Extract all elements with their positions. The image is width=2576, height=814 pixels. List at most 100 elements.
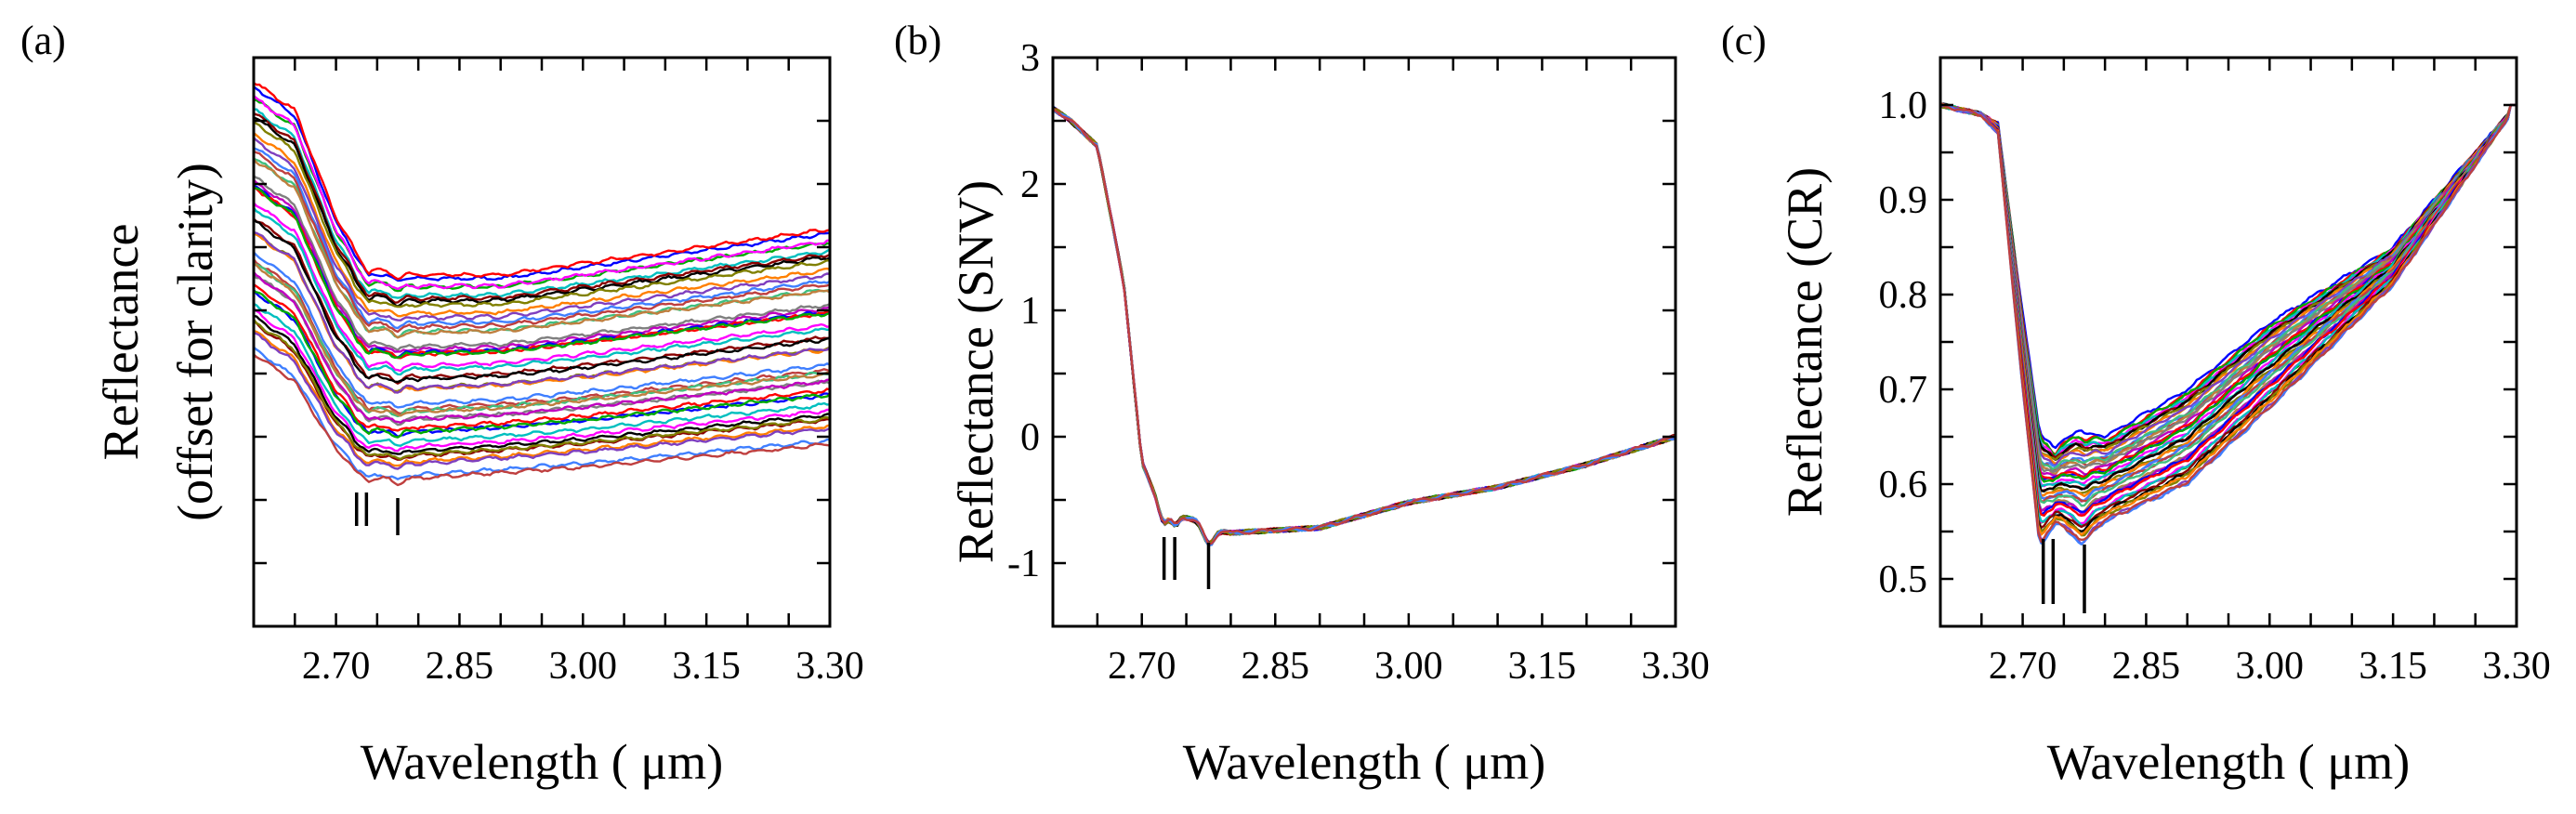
x-tick-label: 3.00 bbox=[2236, 645, 2305, 688]
spectrum-line bbox=[253, 283, 831, 432]
spectrum-line bbox=[1052, 108, 1676, 546]
ticks-c: 2.70 2.85 3.00 3.15 3.30 1.0 0.9 0.8 0.7 0.6 0.5 bbox=[1879, 56, 2551, 688]
panel-label-a: (a) bbox=[20, 18, 66, 63]
x-tick-label: 3.15 bbox=[1508, 645, 1577, 688]
x-tick-label: 2.85 bbox=[426, 645, 494, 688]
spectrum-line bbox=[253, 158, 831, 339]
spectrum-line bbox=[1052, 105, 1676, 545]
absorption-markers-b bbox=[1162, 537, 1211, 589]
spectrum-line bbox=[1939, 102, 2517, 530]
spectrum-line bbox=[1939, 102, 2517, 545]
spectrum-line bbox=[1939, 103, 2517, 516]
x-tick-label: 3.30 bbox=[2482, 645, 2551, 688]
plot-frame-b bbox=[1051, 56, 1677, 628]
spectrum-line bbox=[1052, 106, 1676, 545]
spectrum-line bbox=[1052, 108, 1676, 545]
spectrum-line bbox=[253, 308, 831, 453]
y-axis-title-a: Reflectance bbox=[93, 224, 149, 461]
spectrum-line bbox=[1052, 107, 1676, 545]
x-tick-label: 3.00 bbox=[1374, 645, 1443, 688]
spectrum-line bbox=[1052, 109, 1676, 545]
x-tick-label: 3.30 bbox=[795, 645, 864, 688]
spectra-group-a bbox=[253, 82, 831, 487]
spectrum-line bbox=[1939, 103, 2517, 525]
spectrum-line bbox=[1052, 108, 1676, 545]
spectrum-line bbox=[1052, 108, 1676, 546]
absorption-markers-a bbox=[354, 492, 400, 535]
spectrum-line bbox=[253, 331, 831, 470]
y-tick-label: 1 bbox=[1020, 290, 1040, 333]
spectrum-line bbox=[1939, 103, 2517, 528]
spectrum-line bbox=[1052, 108, 1676, 545]
spectrum-line bbox=[1939, 103, 2517, 537]
y-tick-label: 0.7 bbox=[1879, 369, 1928, 412]
spectrum-line bbox=[1939, 102, 2517, 518]
y-tick-label: 0 bbox=[1020, 416, 1040, 459]
spectrum-line bbox=[253, 187, 831, 360]
spectrum-line bbox=[253, 147, 831, 330]
y-tick-label: 2 bbox=[1020, 164, 1040, 206]
spectrum-line bbox=[253, 262, 831, 417]
spectrum-line bbox=[253, 231, 831, 394]
ticks-a: 2.70 2.85 3.00 3.15 3.30 bbox=[252, 58, 864, 688]
spectrum-line bbox=[253, 290, 831, 439]
x-tick-label: 3.00 bbox=[549, 645, 618, 688]
x-tick-label: 2.70 bbox=[302, 645, 371, 688]
spectrum-line bbox=[253, 120, 831, 309]
spectrum-line bbox=[1939, 102, 2517, 514]
spectrum-line bbox=[1052, 107, 1676, 545]
spectrum-line bbox=[1052, 109, 1676, 546]
y-axis-title-c: Reflectance (CR) bbox=[1777, 167, 1833, 517]
spectrum-line bbox=[253, 353, 831, 487]
spectrum-line bbox=[253, 206, 831, 376]
spectrum-line bbox=[253, 116, 831, 308]
x-tick-label: 2.85 bbox=[2112, 645, 2181, 688]
x-tick-label: 3.30 bbox=[1641, 645, 1710, 688]
spectrum-line bbox=[1939, 102, 2517, 533]
x-axis-title-b: Wavelength ( μm) bbox=[1183, 734, 1545, 790]
spectrum-line bbox=[1052, 107, 1676, 545]
spectrum-line bbox=[253, 85, 831, 282]
spectrum-line bbox=[1939, 103, 2517, 516]
spectrum-line bbox=[253, 218, 831, 384]
spectrum-line bbox=[253, 314, 831, 455]
y-axis-title-a-line2: (offset for clarity) bbox=[167, 163, 223, 521]
spectrum-line bbox=[1052, 108, 1676, 546]
spectrum-line bbox=[1939, 102, 2517, 516]
panel-c: (c) 2.70 2.85 3.00 3.15 3.30 1.0 0.9 0.8 0.7 0.6 0… bbox=[1721, 18, 2551, 790]
spectrum-line bbox=[1052, 107, 1676, 545]
ticks-b: 2.70 2.85 3.00 3.15 3.30 3 2 1 0 -1 bbox=[1007, 37, 1710, 688]
spectrum-line bbox=[1052, 109, 1676, 547]
x-axis-title-c: Wavelength ( μm) bbox=[2047, 734, 2410, 790]
panel-a: (a) 2.70 2.85 3.00 3.15 3.30 Wavelength ( μm… bbox=[20, 18, 864, 790]
spectrum-line bbox=[1939, 103, 2517, 545]
spectrum-line bbox=[253, 319, 831, 461]
panel-label-b: (b) bbox=[894, 18, 941, 63]
y-tick-label: -1 bbox=[1007, 543, 1040, 585]
spectrum-line bbox=[1052, 105, 1676, 545]
y-tick-label: 0.9 bbox=[1879, 179, 1928, 222]
spectrum-line bbox=[253, 346, 831, 480]
x-tick-label: 3.15 bbox=[672, 645, 741, 688]
spectrum-line bbox=[253, 251, 831, 409]
y-tick-label: 0.6 bbox=[1879, 464, 1928, 506]
spectrum-line bbox=[1052, 107, 1676, 545]
spectrum-line bbox=[253, 150, 831, 334]
spectrum-line bbox=[253, 82, 831, 281]
plot-frame-c bbox=[1939, 56, 2518, 628]
spectrum-line bbox=[1052, 108, 1676, 547]
spectra-group-b bbox=[1052, 105, 1676, 547]
spectrum-line bbox=[253, 112, 831, 304]
spectrum-line bbox=[253, 202, 831, 373]
x-tick-label: 2.85 bbox=[1242, 645, 1310, 688]
x-tick-label: 3.15 bbox=[2359, 645, 2427, 688]
spectrum-line bbox=[1052, 109, 1676, 545]
spectrum-line bbox=[253, 132, 831, 318]
spectrum-line bbox=[1939, 102, 2517, 544]
spectra-group-c bbox=[1939, 101, 2517, 545]
spectrum-line bbox=[1052, 108, 1676, 546]
spectrum-line bbox=[253, 137, 831, 322]
spectrum-line bbox=[1052, 107, 1676, 546]
spectrum-line bbox=[1052, 109, 1676, 546]
